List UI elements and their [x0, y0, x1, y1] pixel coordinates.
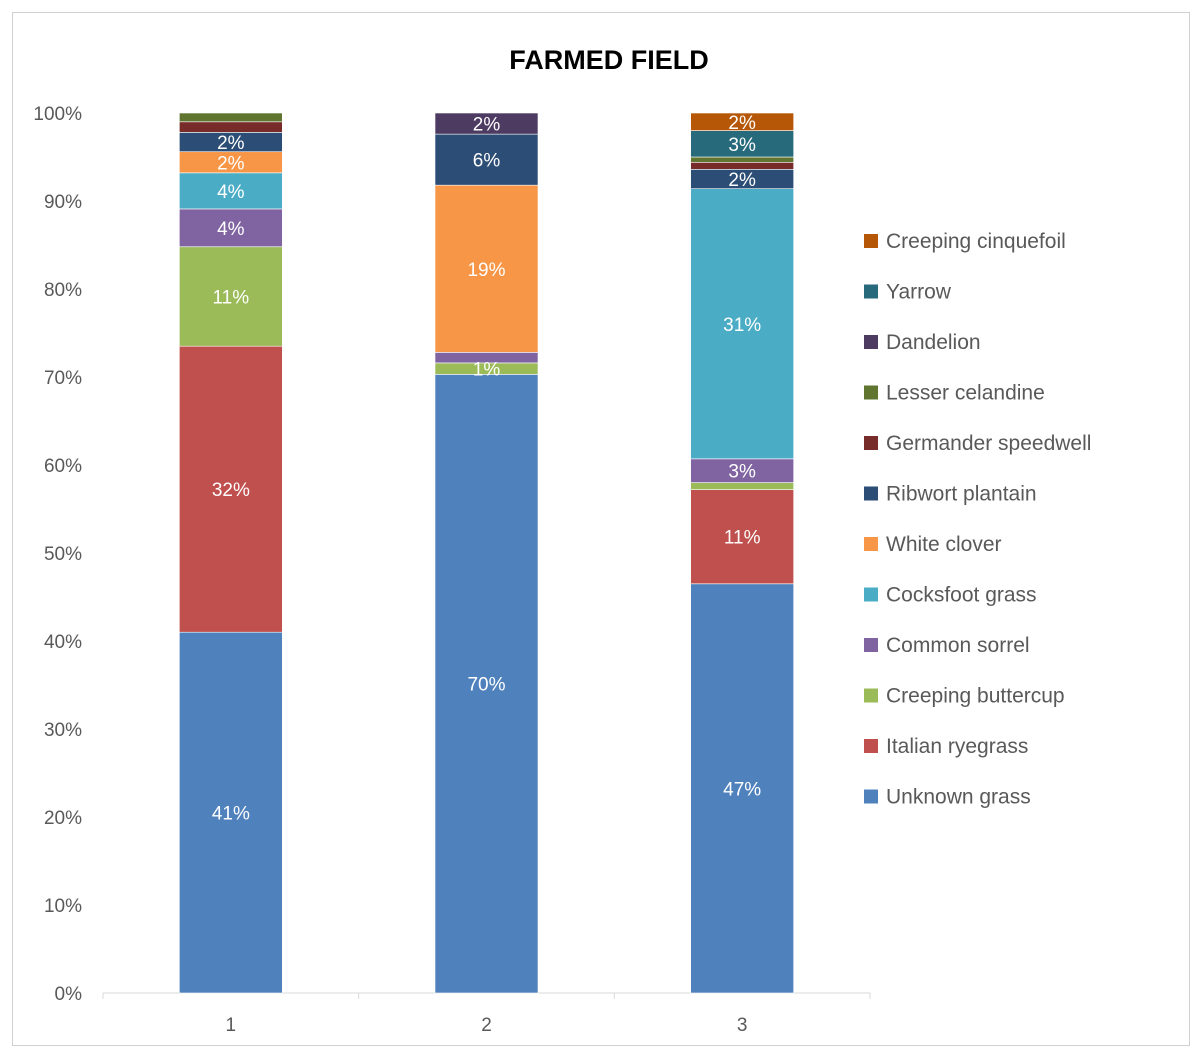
bar-segment	[690, 482, 794, 490]
data-label: 2%	[728, 170, 756, 191]
y-tick-label: 10%	[44, 896, 82, 917]
legend-label: Creeping cinquefoil	[886, 230, 1066, 253]
legend-label: Yarrow	[886, 281, 952, 304]
legend: Creeping cinquefoil Yarrow Dandelion Lesser…	[864, 230, 1091, 809]
y-tick-label: 50%	[44, 544, 82, 565]
bar-segment	[690, 161, 794, 170]
legend-label: Cocksfoot grass	[886, 584, 1037, 607]
legend-swatch	[864, 739, 878, 753]
data-label: 70%	[467, 675, 505, 696]
legend-swatch	[864, 537, 878, 551]
data-label: 4%	[217, 182, 245, 203]
legend-item: Common sorrel	[864, 634, 1030, 657]
y-tick-label: 80%	[44, 280, 82, 301]
legend-label: Italian ryegrass	[886, 735, 1028, 758]
bar-segment	[690, 112, 794, 131]
legend-item: Ribwort plantain	[864, 483, 1037, 506]
legend-swatch	[864, 587, 878, 602]
bar-segment	[179, 345, 283, 633]
legend-label: Creeping buttercup	[886, 685, 1065, 708]
bar-segment	[434, 374, 539, 994]
chart-title: FARMED FIELD	[509, 45, 709, 75]
legend-item: White clover	[864, 533, 1002, 556]
legend-item: Dandelion	[864, 331, 981, 354]
x-tick-label: 3	[737, 1015, 748, 1036]
bar-segment	[179, 208, 283, 248]
bar-labels: 41%32%11%4%4%2%2%70%1%19%6%2%47%11%3%31%…	[212, 113, 761, 825]
bar-segment	[690, 130, 794, 158]
legend-swatch	[864, 638, 878, 652]
x-tick-label: 2	[481, 1015, 492, 1036]
x-tick-label: 1	[226, 1015, 237, 1036]
bar-segment	[179, 246, 283, 347]
bar-segment	[179, 631, 283, 994]
legend-label: Unknown grass	[886, 786, 1031, 809]
data-label: 19%	[467, 260, 505, 281]
legend-label: White clover	[886, 533, 1002, 556]
legend-swatch	[864, 234, 878, 248]
y-tick-label: 100%	[33, 104, 82, 125]
y-tick-label: 70%	[44, 368, 82, 389]
data-label: 47%	[723, 779, 761, 800]
bar-segment	[434, 133, 539, 186]
data-label: 2%	[728, 113, 756, 134]
data-label: 3%	[728, 135, 756, 156]
y-tick-label: 20%	[44, 808, 82, 829]
y-tick-label: 40%	[44, 632, 82, 653]
legend-label: Common sorrel	[886, 634, 1030, 657]
legend-swatch	[864, 385, 878, 400]
chart-frame	[12, 12, 1190, 1046]
bars	[179, 112, 794, 994]
data-label: 41%	[212, 804, 250, 825]
legend-label: Germander speedwell	[886, 432, 1091, 455]
legend-item: Creeping buttercup	[864, 685, 1065, 708]
legend-item: Yarrow	[864, 281, 952, 304]
legend-swatch	[864, 335, 878, 349]
y-tick-label: 90%	[44, 192, 82, 213]
legend-swatch	[864, 436, 878, 450]
data-label: 3%	[728, 462, 756, 483]
data-label: 1%	[473, 360, 501, 381]
bar-segment	[690, 489, 794, 585]
y-tick-label: 30%	[44, 720, 82, 741]
legend-item: Cocksfoot grass	[864, 584, 1037, 607]
legend-label: Lesser celandine	[886, 382, 1045, 405]
data-label: 2%	[217, 133, 245, 154]
legend-item: Creeping cinquefoil	[864, 230, 1066, 253]
legend-item: Lesser celandine	[864, 382, 1045, 405]
bar-segment	[690, 188, 794, 460]
data-label: 2%	[217, 153, 245, 174]
bar-segment	[179, 121, 283, 133]
y-tick-label: 0%	[55, 984, 83, 1005]
legend-swatch	[864, 688, 878, 703]
bar-segment	[434, 112, 539, 135]
data-label: 4%	[217, 219, 245, 240]
data-label: 11%	[724, 528, 761, 549]
y-tick-label: 60%	[44, 456, 82, 477]
legend-item: Unknown grass	[864, 786, 1031, 809]
bar-segment	[690, 583, 794, 994]
legend-label: Dandelion	[886, 331, 981, 354]
data-label: 32%	[212, 480, 250, 501]
legend-item: Italian ryegrass	[864, 735, 1028, 758]
legend-swatch	[864, 486, 878, 501]
bar-segment	[179, 112, 283, 123]
data-label: 11%	[213, 287, 250, 308]
data-label: 31%	[723, 315, 761, 336]
bar-segment	[690, 156, 794, 163]
legend-swatch	[864, 789, 878, 804]
legend-item: Germander speedwell	[864, 432, 1091, 455]
data-label: 6%	[473, 151, 501, 172]
legend-label: Ribwort plantain	[886, 483, 1037, 506]
data-label: 2%	[473, 115, 501, 136]
legend-swatch	[864, 284, 878, 299]
bar-segment	[434, 184, 539, 353]
